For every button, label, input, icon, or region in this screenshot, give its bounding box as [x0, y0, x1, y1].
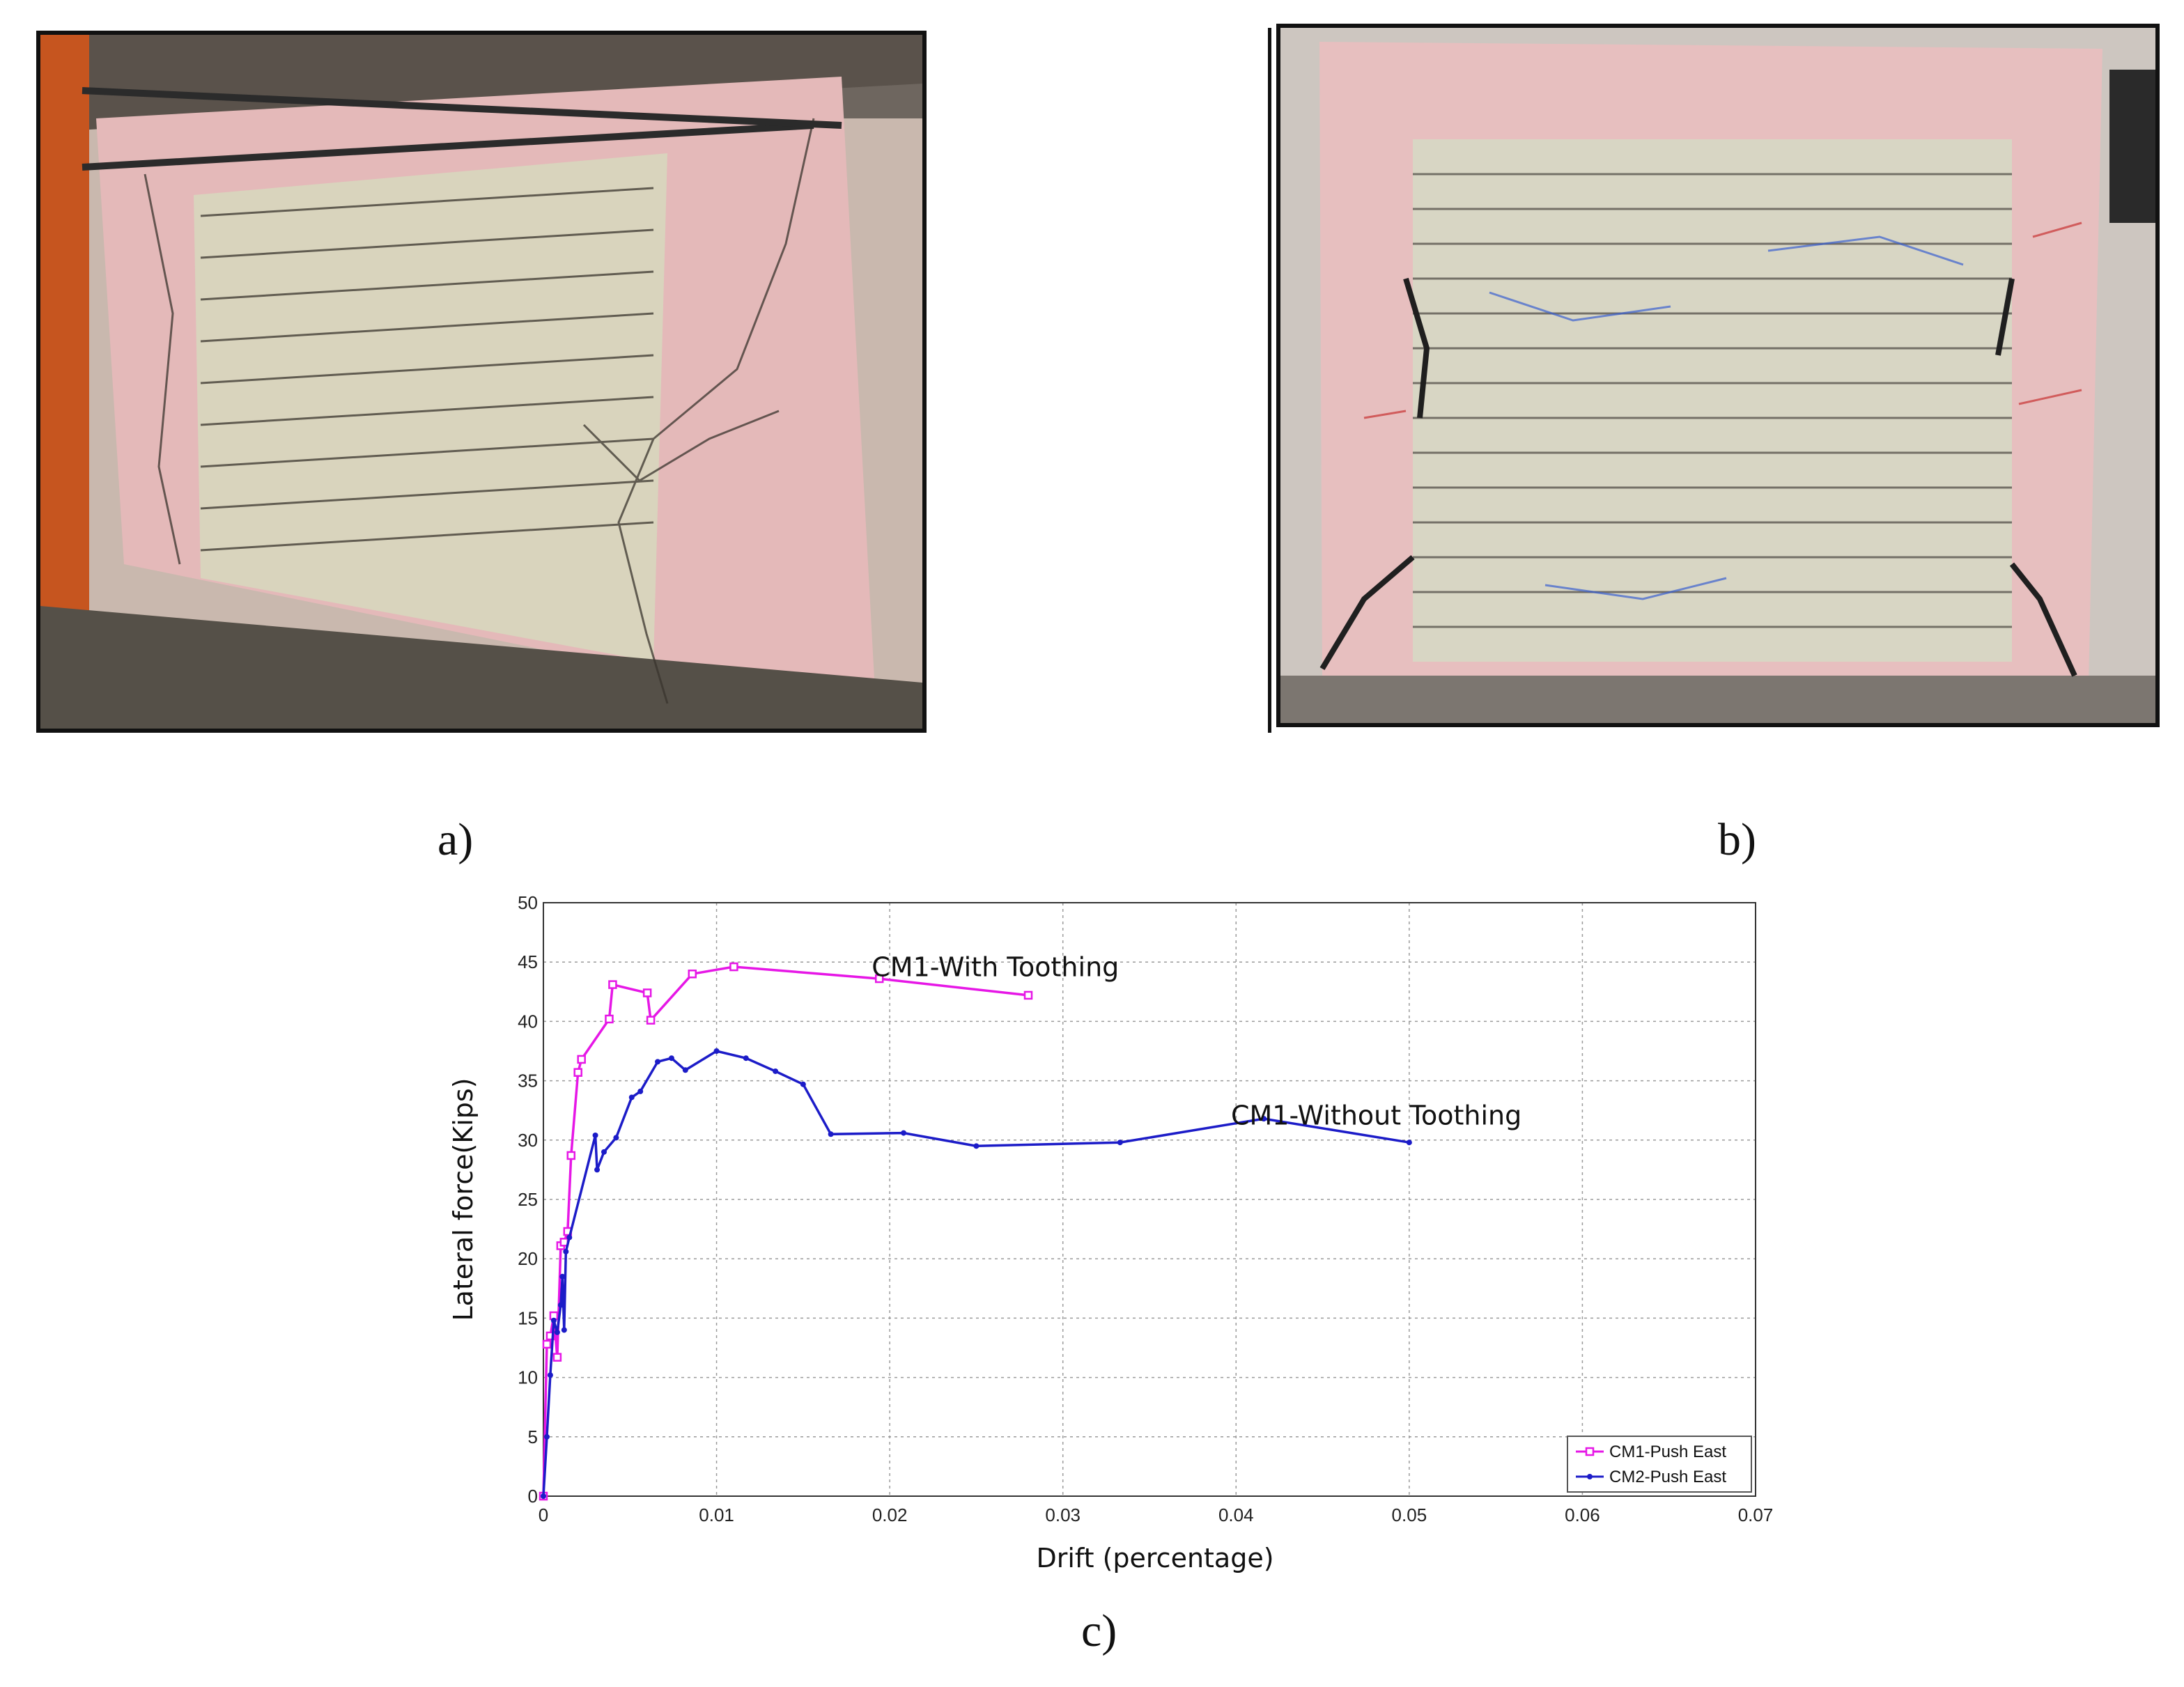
x-tick-label: 0.03 [1045, 1505, 1081, 1525]
x-tick-label: 0.01 [699, 1505, 734, 1525]
data-point [566, 1234, 573, 1241]
legend-marker [1587, 1474, 1593, 1479]
series-lines [539, 962, 1412, 1501]
data-point [688, 969, 697, 979]
data-point [828, 1131, 834, 1137]
x-tick-label: 0 [539, 1505, 548, 1525]
data-point [561, 1327, 567, 1333]
data-point [613, 1135, 619, 1141]
annotations: CM1-With Toothing CM1-Without Toothing [872, 952, 1521, 1131]
data-point [594, 1167, 601, 1173]
cracked-wall-photo-b [1280, 28, 2155, 723]
y-tick-label: 50 [518, 892, 538, 913]
data-point [773, 1068, 779, 1074]
data-point [608, 980, 617, 989]
axis-ticks: 0 0.01 0.02 0.03 0.04 0.05 0.06 0.07 0 5 10 15 20 25 3… [518, 892, 1773, 1525]
data-point [601, 1149, 607, 1155]
legend-marker [1585, 1447, 1595, 1456]
data-point [668, 1055, 674, 1062]
chart-annotation: CM1-With Toothing [872, 952, 1119, 983]
data-point [1117, 1140, 1123, 1146]
data-point [566, 1151, 576, 1160]
y-tick-label: 20 [518, 1248, 538, 1269]
legend: CM1-Push East CM2-Push East [1567, 1436, 1752, 1493]
data-point [563, 1248, 569, 1254]
photo-a [36, 31, 927, 733]
data-point [543, 1433, 550, 1440]
x-tick-label: 0.05 [1392, 1505, 1427, 1525]
y-tick-label: 35 [518, 1071, 538, 1091]
x-axis-title: Drift (percentage) [1036, 1543, 1273, 1573]
x-tick-label: 0.07 [1738, 1505, 1774, 1525]
legend-box [1567, 1436, 1752, 1493]
cracked-wall-photo-a [40, 35, 922, 729]
data-point [743, 1055, 749, 1062]
data-point [573, 1068, 582, 1077]
y-tick-label: 10 [518, 1367, 538, 1388]
data-point [655, 1059, 661, 1065]
plot-frame [543, 902, 1756, 1497]
data-point [592, 1132, 598, 1138]
y-tick-label: 30 [518, 1130, 538, 1151]
y-axis-title: Lateral force(Kips) [448, 1078, 479, 1321]
data-point [550, 1317, 557, 1323]
data-point [628, 1094, 635, 1101]
photo-b [1276, 24, 2160, 727]
data-point [547, 1372, 553, 1378]
data-point [554, 1329, 560, 1335]
y-tick-label: 15 [518, 1307, 538, 1328]
data-point [729, 962, 738, 972]
data-point [800, 1081, 806, 1087]
series-line-CM1-Push East [542, 965, 1029, 1497]
panel-label-c: c) [1081, 1606, 1117, 1656]
data-point [605, 1014, 614, 1024]
x-tick-label: 0.06 [1565, 1505, 1600, 1525]
y-tick-label: 25 [518, 1189, 538, 1210]
data-point [1023, 990, 1033, 1000]
data-point [559, 1273, 566, 1280]
panel-label-a: a) [437, 814, 474, 865]
data-point [1261, 1116, 1267, 1122]
data-point [577, 1055, 586, 1064]
legend-label: CM2-Push East [1609, 1468, 1726, 1486]
data-point [642, 988, 652, 997]
data-point [973, 1143, 979, 1149]
data-point [901, 1130, 907, 1136]
chart-annotation: CM1-Without Toothing [1231, 1101, 1521, 1131]
panel-label-b: b) [1718, 814, 1756, 865]
data-point [1406, 1140, 1412, 1146]
data-point [874, 974, 884, 984]
chart-grid [543, 903, 1756, 1496]
data-point [637, 1088, 644, 1094]
data-point [552, 1353, 562, 1362]
y-tick-label: 0 [528, 1486, 538, 1507]
x-tick-label: 0.04 [1218, 1505, 1254, 1525]
photo-b-divider [1268, 28, 1271, 733]
data-point [557, 1302, 564, 1308]
x-tick-label: 0.02 [872, 1505, 908, 1525]
data-point [541, 1493, 546, 1499]
y-tick-label: 45 [518, 951, 538, 972]
y-tick-label: 40 [518, 1011, 538, 1032]
legend-label: CM1-Push East [1609, 1443, 1726, 1461]
data-point [542, 1339, 552, 1349]
data-point [646, 1016, 656, 1025]
data-point [713, 1048, 720, 1054]
data-point [682, 1067, 688, 1073]
y-tick-label: 5 [528, 1426, 538, 1447]
